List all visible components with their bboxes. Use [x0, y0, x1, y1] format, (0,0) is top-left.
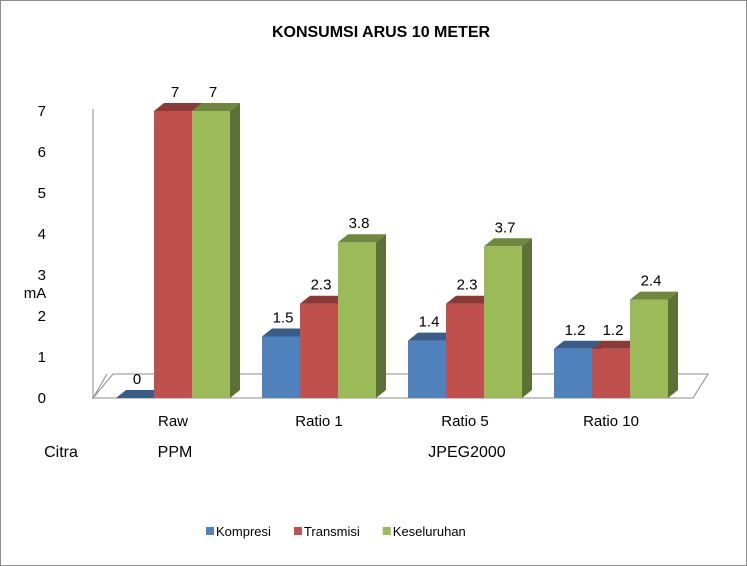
group-label: PPM — [158, 444, 193, 461]
legend-item-transmisi: Transmisi — [293, 524, 360, 539]
bar-top — [192, 103, 240, 111]
legend-label: Keseluruhan — [393, 524, 466, 539]
data-label: 2.4 — [641, 273, 662, 290]
y-tick-label: 0 — [38, 390, 46, 407]
bar-top — [300, 295, 348, 304]
legend-swatch — [382, 527, 391, 535]
data-label: 7 — [209, 84, 217, 101]
legend: Kompresi Transmisi Keseluruhan — [206, 524, 466, 539]
data-label: 1.2 — [565, 322, 586, 339]
data-label: 7 — [171, 84, 179, 101]
bar-keseluruhan-ratio-10: 2.4 — [630, 273, 678, 398]
y-tick-label: 3 — [38, 267, 46, 284]
data-label: 2.3 — [457, 277, 478, 294]
y-tick-label: 1 — [38, 349, 46, 366]
bar-series: 0 7 7 1.5 2.3 3.8 1.4 2.3 3.7 1.2 1.2 2.4 — [116, 84, 678, 398]
y-tick-label: 2 — [38, 308, 46, 325]
bar-top — [338, 234, 386, 243]
x-tick-label: Ratio 1 — [295, 413, 343, 430]
bar-top — [154, 103, 202, 111]
bar-front — [446, 303, 484, 398]
data-label: 3.7 — [495, 219, 516, 236]
bar-top — [484, 238, 532, 247]
y-tick-label: 7 — [38, 103, 46, 120]
x-axis-label: Citra — [44, 444, 78, 461]
x-tick-label: Ratio 10 — [583, 413, 639, 430]
bar-front — [592, 348, 630, 398]
x-tick-label: Ratio 5 — [441, 413, 489, 430]
legend-item-keseluruhan: Keseluruhan — [382, 524, 466, 539]
bar-front — [630, 299, 668, 398]
y-tick-label: 4 — [38, 226, 46, 243]
chart-title: KONSUMSI ARUS 10 METER — [272, 24, 491, 41]
legend-swatch — [206, 527, 214, 535]
legend-label: Kompresi — [216, 524, 271, 539]
y-tick-label: 5 — [38, 185, 46, 202]
bar-front — [408, 340, 446, 398]
data-label: 1.4 — [419, 314, 440, 331]
data-label: 1.2 — [603, 322, 624, 339]
legend-label: Transmisi — [304, 524, 360, 539]
bar-top — [592, 340, 640, 349]
bar-top — [630, 291, 678, 300]
y-axis-label: mA — [24, 285, 47, 302]
bar-front — [154, 111, 192, 398]
data-label: 0 — [133, 371, 141, 388]
bar-side — [230, 103, 240, 398]
data-label: 3.8 — [349, 215, 370, 232]
bar-side — [668, 291, 678, 398]
bar-top — [408, 332, 456, 341]
legend-swatch — [293, 527, 302, 535]
data-label: 1.5 — [273, 310, 294, 327]
bar-keseluruhan-ratio-5: 3.7 — [484, 219, 532, 398]
bar-front — [554, 348, 592, 398]
x-axis-ticks: Raw Ratio 1 Ratio 5 Ratio 10 — [158, 413, 639, 430]
bar-front — [192, 111, 230, 398]
bar-side — [376, 234, 386, 398]
bar-keseluruhan-raw: 7 — [192, 84, 240, 398]
bar-kompresi-raw: 0 — [116, 371, 164, 398]
data-label: 2.3 — [311, 277, 332, 294]
bar-front — [300, 303, 338, 398]
bar-side — [522, 238, 532, 398]
bar-top — [446, 295, 494, 304]
back-wall-edge — [92, 109, 108, 400]
legend-item-kompresi: Kompresi — [206, 524, 271, 539]
bar-top — [262, 328, 310, 337]
y-tick-label: 6 — [38, 144, 46, 161]
bar-front — [262, 336, 300, 398]
x-tick-label: Raw — [158, 413, 188, 430]
bar-top — [554, 340, 602, 349]
bar-top — [116, 390, 164, 398]
bar-front — [338, 242, 376, 398]
y-axis-ticks: 0 1 2 3 4 5 6 7 — [38, 103, 46, 407]
group-label: JPEG2000 — [428, 444, 505, 461]
bar-keseluruhan-ratio-1: 3.8 — [338, 215, 386, 398]
category-groups: PPM JPEG2000 — [158, 444, 506, 461]
bar-front — [484, 246, 522, 398]
